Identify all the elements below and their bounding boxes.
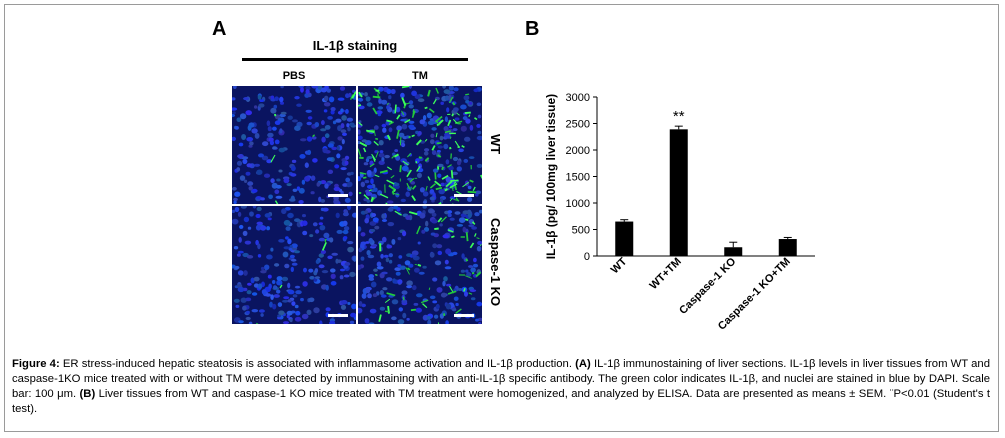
scale-bar <box>454 314 474 317</box>
y-tick-label: 1500 <box>566 172 590 184</box>
caption-panel-a-text: IL-1β immunostaining of liver sections. … <box>12 358 991 400</box>
x-tick-label: WT+TM <box>648 256 684 292</box>
y-tick-label: 0 <box>584 251 590 263</box>
row-label-caspase-ko: Caspase-1 KO <box>488 218 503 307</box>
micrograph-ko-tm <box>358 206 482 324</box>
bar <box>778 239 797 256</box>
caption-label: Figure 4: <box>12 358 60 370</box>
caption-ref-a: (A) <box>575 358 591 370</box>
significance-marker: ** <box>673 108 685 125</box>
bar <box>615 221 634 256</box>
column-label-tm: TM <box>412 70 428 82</box>
caption-ref-b: (B) <box>79 388 96 400</box>
x-tick-label: Caspase-1 KO <box>677 255 739 317</box>
y-tick-label: 500 <box>572 225 590 237</box>
staining-title-rule <box>242 58 468 61</box>
figure-frame <box>4 4 999 432</box>
y-tick-label: 2500 <box>566 119 590 131</box>
scale-bar <box>328 314 348 317</box>
il1b-bar-chart: 0 500 1000 1500 2000 2500 3000 WT WT+TM ** Caspase… <box>544 92 815 333</box>
scale-bar <box>454 194 474 197</box>
figure-caption: Figure 4: ER stress-induced hepatic stea… <box>12 357 990 417</box>
micrograph-wt-pbs <box>232 86 356 204</box>
scale-bar <box>328 194 348 197</box>
bar <box>669 129 688 256</box>
panel-b-letter: B <box>525 18 540 40</box>
y-tick-label: 3000 <box>566 92 590 104</box>
row-label-wt: WT <box>488 134 503 155</box>
column-label-pbs: PBS <box>282 70 306 82</box>
caption-panel-b-text: Liver tissues from WT and caspase-1 KO m… <box>12 388 991 415</box>
caption-summary: ER stress-induced hepatic steatosis is a… <box>59 358 576 370</box>
micrograph-wt-tm <box>358 86 482 204</box>
staining-title: IL-1β staining <box>312 38 398 53</box>
panel-a-letter: A <box>212 18 227 40</box>
y-axis-label: IL-1β (pg/ 100mg liver tissue) <box>544 94 558 259</box>
y-tick-label: 1000 <box>566 198 590 210</box>
x-tick-label: WT <box>609 255 630 276</box>
micrograph-ko-pbs <box>232 206 356 324</box>
bar <box>724 247 743 256</box>
y-tick-label: 2000 <box>566 145 590 157</box>
